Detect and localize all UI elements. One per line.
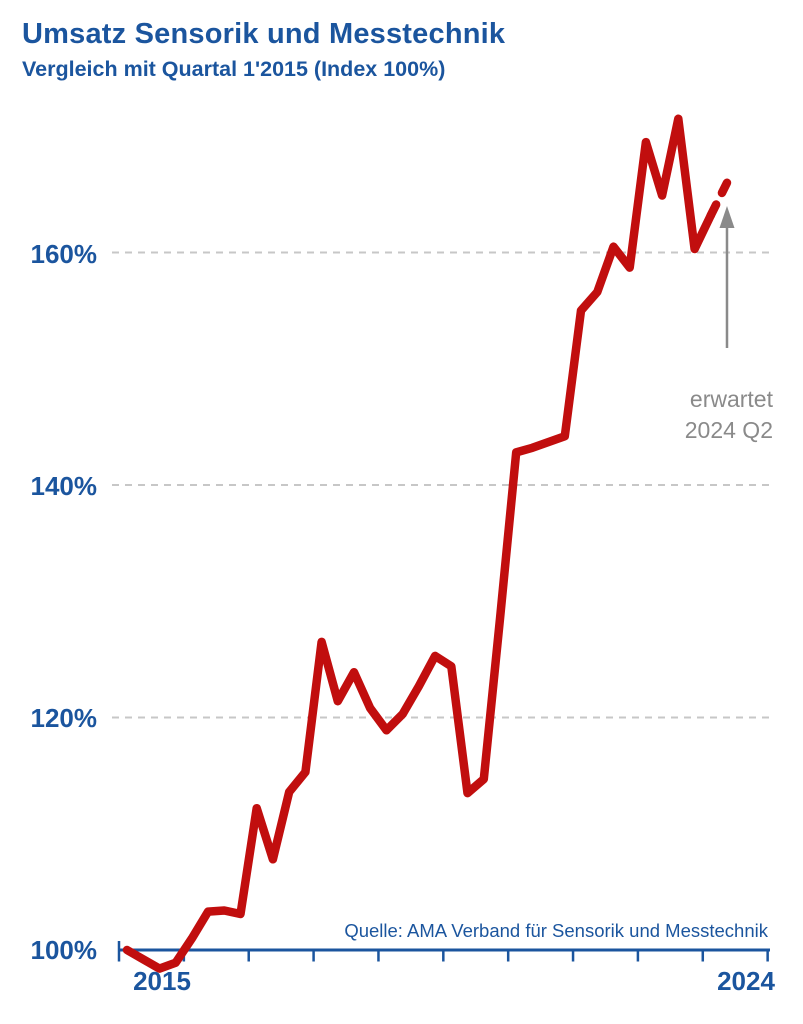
x-axis-label-2024: 2024 — [717, 966, 775, 996]
y-axis-label-100: 100% — [30, 935, 98, 965]
y-axis-label-140: 140% — [30, 471, 98, 501]
revenue-index-line — [122, 114, 716, 973]
arrow-up-icon — [719, 206, 735, 228]
source-note: Quelle: AMA Verband für Sensorik und Mes… — [344, 920, 768, 941]
y-axis-label-120: 120% — [30, 703, 98, 733]
expected-annotation-line1: erwartet — [689, 386, 773, 412]
expected-annotation-line2: 2024 Q2 — [684, 417, 773, 443]
expected-annotation: erwartet 2024 Q2 — [553, 384, 773, 446]
x-axis-label-2015: 2015 — [133, 966, 191, 996]
page-title: Umsatz Sensorik und Messtechnik — [22, 18, 506, 50]
page-subtitle: Vergleich mit Quartal 1'2015 (Index 100%… — [22, 57, 446, 81]
expected-dashed-segment — [706, 178, 732, 220]
y-axis-label-160: 160% — [30, 239, 98, 269]
